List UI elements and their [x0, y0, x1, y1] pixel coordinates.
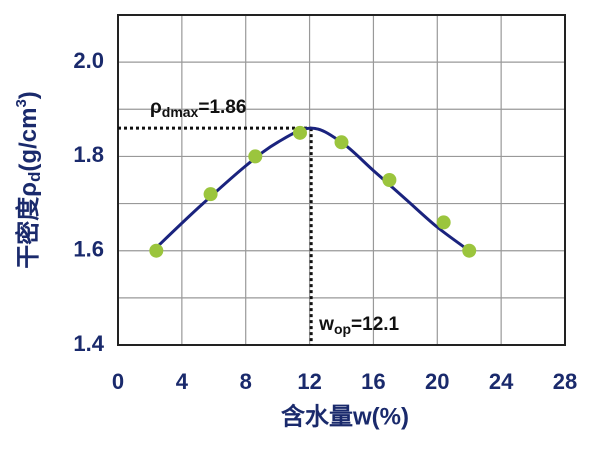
data-point: [334, 135, 349, 150]
x-tick-label: 8: [240, 369, 252, 394]
data-point: [203, 187, 218, 202]
x-tick-label: 0: [112, 369, 124, 394]
data-point: [436, 215, 451, 230]
annotation-main: ρ: [150, 97, 162, 118]
y-tick-label: 2.0: [73, 48, 104, 73]
annotation-sub: dmax: [162, 104, 199, 120]
data-point: [149, 243, 164, 258]
annotation-sub: op: [334, 321, 351, 337]
data-point: [382, 173, 397, 187]
x-tick-label: 4: [176, 369, 189, 394]
y-axis-title: 干密度ρd(g/cm3): [13, 91, 45, 269]
y-title-unit: (g/cm: [15, 108, 42, 172]
fit-curve: [152, 126, 471, 252]
x-tick-label: 12: [297, 369, 321, 394]
x-tick-label: 28: [553, 369, 577, 394]
y-tick-label: 1.8: [73, 142, 104, 167]
y-tick-label: 1.6: [73, 237, 104, 262]
annotation-text: =12.1: [351, 314, 400, 335]
data-point: [248, 149, 263, 164]
plot-frame: [117, 14, 566, 346]
annotation: ρdmax=1.86: [150, 97, 246, 120]
data-point: [462, 243, 477, 258]
y-title-sub: d: [25, 172, 44, 182]
y-title-main: 干密度ρ: [14, 182, 42, 269]
x-tick-label: 24: [489, 369, 514, 394]
data-point: [292, 125, 307, 140]
annotation: wop=12.1: [318, 314, 399, 337]
x-tick-label: 16: [361, 369, 385, 394]
y-title-sup: 3: [13, 99, 30, 107]
annotation-main: w: [318, 314, 334, 335]
annotation-text: =1.86: [198, 97, 246, 118]
y-title-close: ): [15, 91, 42, 99]
x-tick-label: 20: [425, 369, 449, 394]
y-tick-label: 1.4: [73, 331, 104, 356]
x-axis-title: 含水量w(%): [281, 402, 409, 430]
